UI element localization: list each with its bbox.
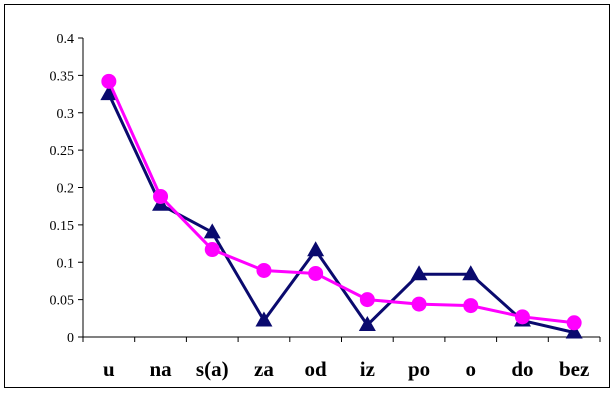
y-tick-label: 0.25: [50, 144, 75, 159]
x-category-label: iz: [360, 357, 375, 381]
series-2: [101, 73, 582, 331]
circle-point: [411, 296, 427, 312]
circle-point: [514, 309, 530, 325]
circle-point: [204, 242, 220, 258]
triangle-point: [462, 265, 480, 281]
triangle-point: [307, 241, 325, 257]
triangle-point: [358, 316, 376, 332]
circle-point: [256, 262, 272, 278]
y-tick-label: 0.05: [50, 294, 75, 309]
series-1: [100, 85, 583, 339]
triangle-point: [410, 265, 428, 281]
x-axis-ticks: u na s(a) za od iz po o do bez: [82, 337, 601, 381]
x-category-label: do: [511, 357, 533, 381]
circle-point: [566, 315, 582, 331]
x-category-label: bez: [559, 357, 589, 381]
circle-point: [463, 298, 479, 314]
y-tick-label: 0.15: [50, 219, 75, 234]
x-category-label: na: [149, 357, 172, 381]
series-2-line: [107, 80, 575, 325]
x-category-label: u: [103, 357, 115, 381]
y-tick-label: 0.3: [57, 107, 75, 122]
y-tick-label: 0.2: [57, 182, 75, 197]
axes: [82, 38, 600, 338]
x-category-label: od: [305, 357, 328, 381]
x-category-label: za: [254, 357, 274, 381]
y-tick-label: 0.4: [57, 32, 75, 47]
circle-point: [308, 265, 324, 281]
y-tick-label: 0: [67, 331, 74, 346]
triangle-point: [203, 223, 221, 239]
circle-point: [359, 292, 375, 308]
chart-frame: [4, 4, 610, 388]
x-category-label: o: [466, 357, 477, 381]
y-tick-label: 0.1: [57, 256, 75, 271]
circle-point: [153, 188, 169, 204]
triangle-point: [565, 323, 583, 339]
triangle-point: [100, 85, 118, 101]
triangle-point: [255, 311, 273, 327]
circle-point: [101, 73, 117, 89]
x-category-label: po: [408, 357, 430, 381]
x-category-label: s(a): [196, 357, 229, 381]
y-axis-ticks: 0 0.05 0.1 0.15 0.2 0.25 0.3 0.35 0.4: [50, 32, 83, 346]
y-tick-label: 0.35: [50, 69, 75, 84]
series-layer: [100, 73, 583, 339]
